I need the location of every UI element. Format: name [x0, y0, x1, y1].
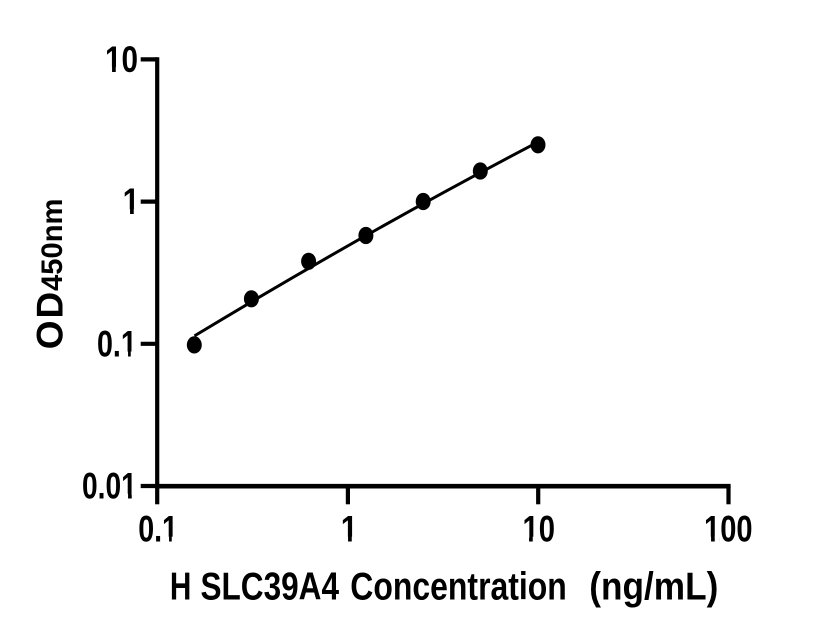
svg-text:SLC39A4: SLC39A4	[201, 566, 340, 609]
svg-text:H: H	[170, 566, 192, 609]
svg-text:1: 1	[123, 181, 140, 222]
svg-text:Concentration: Concentration	[350, 566, 567, 609]
svg-text:OD: OD	[30, 292, 71, 350]
svg-text:100: 100	[704, 509, 753, 550]
svg-text:1: 1	[341, 509, 358, 550]
svg-text:0.01: 0.01	[82, 466, 137, 507]
svg-text:450nm: 450nm	[37, 199, 69, 291]
svg-text:10: 10	[105, 39, 138, 80]
svg-text:(ng/mL): (ng/mL)	[589, 566, 718, 609]
svg-text:0.1: 0.1	[138, 509, 178, 550]
svg-text:10: 10	[523, 509, 556, 550]
svg-text:0.1: 0.1	[97, 323, 137, 364]
